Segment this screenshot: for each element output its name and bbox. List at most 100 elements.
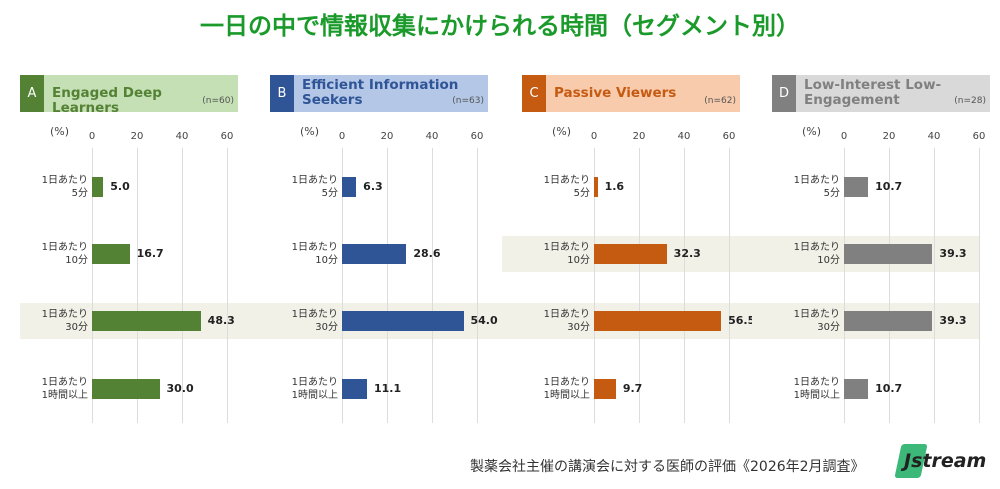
x-tick-label: 0 [338, 131, 346, 142]
value-label: 32.3 [673, 247, 701, 260]
category-label: 1日あたり 5分 [793, 175, 840, 199]
category-label: 1日あたり 30分 [41, 309, 88, 333]
value-label: 5.0 [110, 180, 130, 193]
unit-label: (%) [300, 125, 320, 138]
value-label: 56.5 [728, 314, 756, 327]
value-label: 30.0 [166, 382, 194, 395]
grid-line [934, 148, 935, 423]
x-tick-label: 0 [840, 131, 848, 142]
category-label: 1日あたり 1時間以上 [291, 377, 338, 401]
value-label: 48.3 [207, 314, 235, 327]
bar [92, 379, 160, 399]
value-label: 28.6 [413, 247, 441, 260]
unit-label: (%) [552, 125, 572, 138]
bar [844, 379, 869, 399]
category-label: 1日あたり 1時間以上 [793, 377, 840, 401]
grid-line [594, 148, 595, 423]
category-label: 1日あたり 30分 [793, 309, 840, 333]
panel-header [270, 75, 488, 112]
value-label: 39.3 [939, 314, 967, 327]
category-label: 1日あたり 10分 [41, 242, 88, 266]
category-label: 1日あたり 30分 [543, 309, 590, 333]
category-label: 1日あたり 5分 [291, 175, 338, 199]
bar [342, 311, 464, 331]
grid-line [92, 148, 93, 423]
x-tick-label: 20 [380, 131, 394, 142]
bar [92, 311, 201, 331]
panel-n: (n=62) [704, 96, 736, 106]
grid-line [432, 148, 433, 423]
bar [594, 379, 616, 399]
bar [342, 177, 357, 197]
x-tick-label: 40 [927, 131, 941, 142]
unit-label: (%) [802, 125, 822, 138]
logo: Jstream [894, 442, 994, 482]
logo-text: Jstream [904, 450, 987, 472]
x-tick-label: 60 [722, 131, 736, 142]
x-tick-label: 20 [130, 131, 144, 142]
value-label: 10.7 [875, 180, 903, 193]
grid-line [227, 148, 228, 423]
panel-title: Engaged Deep Learners [52, 85, 162, 116]
value-label: 1.6 [604, 180, 625, 193]
value-label: 6.3 [363, 180, 383, 193]
x-tick-label: 40 [677, 131, 691, 142]
x-tick-label: 60 [470, 131, 484, 142]
value-label: 16.7 [136, 247, 164, 260]
x-tick-label: 0 [88, 131, 96, 142]
x-tick-label: 20 [882, 131, 896, 142]
grid-line [889, 148, 890, 423]
panel-title: Efficient Information Seekers [302, 77, 459, 108]
panel-letter: C [522, 75, 546, 112]
panel-header [522, 75, 740, 112]
panel-letter: B [270, 75, 294, 112]
x-tick-label: 20 [632, 131, 646, 142]
grid-line [844, 148, 845, 423]
bar [844, 177, 869, 197]
grid-line [477, 148, 478, 423]
value-label: 54.0 [470, 314, 498, 327]
x-tick-label: 60 [220, 131, 234, 142]
bar [92, 177, 104, 197]
grid-line [684, 148, 685, 423]
category-label: 1日あたり 30分 [291, 309, 338, 333]
x-tick-label: 0 [590, 131, 598, 142]
grid-line [137, 148, 138, 423]
category-label: 1日あたり 1時間以上 [543, 377, 590, 401]
bar [342, 379, 367, 399]
x-tick-label: 60 [972, 131, 986, 142]
grid-line [639, 148, 640, 423]
x-tick-label: 40 [175, 131, 189, 142]
bar [594, 244, 667, 264]
grid-line [387, 148, 388, 423]
bar [844, 311, 933, 331]
panel-letter: A [20, 75, 44, 112]
grid-line [729, 148, 730, 423]
value-label: 9.7 [622, 382, 643, 395]
panel-n: (n=60) [202, 96, 234, 106]
panel-title: Passive Viewers [554, 85, 677, 101]
grid-line [182, 148, 183, 423]
bar [594, 177, 598, 197]
bar [594, 311, 722, 331]
category-label: 1日あたり 5分 [543, 175, 590, 199]
category-label: 1日あたり 5分 [41, 175, 88, 199]
value-label: 11.1 [373, 382, 402, 395]
footnote: 製薬会社主催の講演会に対する医師の評価《2026年2月調査》 [470, 459, 865, 475]
category-label: 1日あたり 10分 [543, 242, 590, 266]
value-label: 39.3 [939, 247, 967, 260]
unit-label: (%) [50, 125, 70, 138]
panel-n: (n=63) [452, 96, 484, 106]
panel-header [772, 75, 990, 112]
panel-n: (n=28) [954, 96, 986, 106]
panel-letter: D [772, 75, 796, 112]
page-title: 一日の中で情報収集にかけられる時間（セグメント別） [200, 12, 800, 40]
x-tick-label: 40 [425, 131, 439, 142]
bar [92, 244, 130, 264]
category-label: 1日あたり 10分 [793, 242, 840, 266]
category-label: 1日あたり 10分 [291, 242, 338, 266]
bar [342, 244, 407, 264]
grid-line [979, 148, 980, 423]
category-label: 1日あたり 1時間以上 [41, 377, 88, 401]
